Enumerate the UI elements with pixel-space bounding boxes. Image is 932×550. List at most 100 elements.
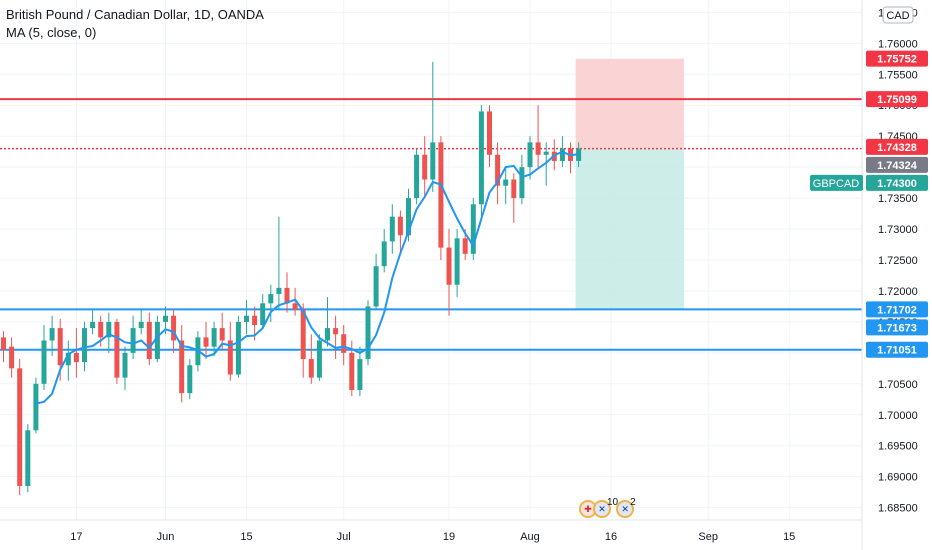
candle-body[interactable] [470, 204, 476, 254]
candle-body[interactable] [90, 321, 96, 329]
chart-legend: British Pound / Canadian Dollar, 1D, OAN… [6, 6, 264, 42]
economic-events[interactable]: ✚ ✕ 10 ✕ 2 [579, 497, 638, 520]
candle-body[interactable] [430, 142, 436, 180]
candle-body[interactable] [235, 321, 241, 375]
candle-body[interactable] [219, 328, 225, 341]
time-axis[interactable] [0, 520, 862, 550]
candle-body[interactable] [138, 321, 144, 329]
candle-body[interactable] [414, 154, 420, 199]
uk-flag-icon[interactable]: ✕ [593, 500, 611, 518]
candle-body[interactable] [446, 247, 452, 285]
candle-body[interactable] [438, 142, 444, 248]
symbol-label-box[interactable] [810, 174, 863, 191]
candle-body[interactable] [1, 337, 6, 350]
price-label-box[interactable] [866, 91, 928, 108]
price-label-box[interactable] [866, 138, 928, 155]
candle-body[interactable] [316, 340, 322, 378]
candle-body[interactable] [268, 294, 274, 304]
candle-body[interactable] [308, 359, 314, 378]
candle-body[interactable] [381, 241, 387, 267]
price-label-box[interactable] [866, 301, 928, 318]
candle-body[interactable] [65, 352, 71, 366]
candle-body[interactable] [397, 216, 403, 236]
candle-body[interactable] [511, 179, 517, 199]
candle-body[interactable] [260, 303, 266, 325]
price-label-box[interactable] [866, 156, 928, 173]
candle-body[interactable] [325, 328, 330, 341]
candle-body[interactable] [543, 151, 549, 155]
take-profit-zone[interactable] [575, 148, 684, 310]
candle-body[interactable] [300, 309, 306, 360]
uk-flag-icon[interactable]: ✕ [616, 500, 635, 518]
candle-body[interactable] [41, 340, 47, 384]
candle-body[interactable] [389, 216, 395, 242]
candle-body[interactable] [187, 365, 193, 394]
candle-body[interactable] [276, 287, 282, 295]
candle-body[interactable] [25, 430, 31, 486]
candle-body[interactable] [244, 315, 249, 322]
candle-body[interactable] [333, 328, 339, 335]
currency-badge[interactable] [882, 6, 914, 24]
candle-body[interactable] [227, 340, 233, 375]
candle-body[interactable] [179, 340, 185, 394]
price-label-box[interactable] [866, 174, 928, 191]
candle-body[interactable] [535, 142, 541, 155]
candle-body[interactable] [284, 287, 290, 304]
candle-body[interactable] [163, 315, 168, 322]
price-axis[interactable] [862, 0, 932, 550]
candle-body[interactable] [130, 328, 136, 353]
candle-body[interactable] [454, 238, 460, 285]
stop-loss-zone[interactable] [575, 58, 684, 149]
price-label-box[interactable] [866, 341, 928, 358]
candle-body[interactable] [106, 321, 112, 338]
candle-body[interactable] [487, 111, 492, 155]
candle-body[interactable] [33, 383, 39, 431]
candle-body[interactable] [49, 328, 55, 341]
candle-body[interactable] [98, 321, 104, 338]
candle-body[interactable] [17, 368, 23, 486]
x-tick-label: 15 [783, 531, 795, 543]
candle-body[interactable] [114, 321, 120, 378]
candle-body[interactable] [154, 321, 160, 360]
y-tick-label: 1.72000 [878, 286, 918, 298]
y-tick-label: 1.75500 [878, 69, 918, 81]
price-label-box[interactable] [866, 50, 928, 67]
price-label: 1.75752 [877, 54, 917, 66]
candle-body[interactable] [357, 359, 363, 390]
candle-body[interactable] [146, 321, 152, 360]
candle-body[interactable] [73, 352, 79, 363]
candle-body[interactable] [519, 167, 525, 199]
y-tick-label: 1.69500 [878, 441, 918, 453]
candle-body[interactable] [341, 334, 347, 353]
y-tick-label: 1.73500 [878, 193, 918, 205]
candle-body[interactable] [406, 198, 411, 236]
candle-body[interactable] [527, 142, 533, 168]
candle-body[interactable] [292, 303, 298, 310]
candle-body[interactable] [365, 306, 371, 360]
candle-body[interactable] [122, 352, 128, 378]
candle-body[interactable] [171, 315, 177, 341]
y-tick-label: 1.73000 [878, 224, 918, 236]
candle-body[interactable] [495, 154, 501, 186]
x-tick-label: 16 [605, 531, 617, 543]
price-label-box[interactable] [866, 319, 928, 336]
chart-title: British Pound / Canadian Dollar, 1D, OAN… [6, 7, 264, 22]
candle-body[interactable] [82, 328, 87, 363]
candle-body[interactable] [503, 179, 509, 186]
price-label: 1.75099 [877, 94, 917, 106]
price-label: 1.74328 [877, 142, 917, 154]
x-tick-label: 17 [70, 531, 82, 543]
candle-body[interactable] [252, 315, 258, 325]
candle-body[interactable] [373, 266, 379, 307]
candle-body[interactable] [478, 111, 484, 205]
candle-body[interactable] [9, 346, 15, 369]
candle-body[interactable] [57, 328, 63, 366]
candle-body[interactable] [211, 328, 217, 347]
candle-body[interactable] [203, 337, 209, 347]
candle-body[interactable] [559, 148, 565, 161]
candle-body[interactable] [349, 352, 355, 390]
x-tick-label: Jul [337, 531, 351, 543]
candle-body[interactable] [462, 238, 468, 254]
candle-body[interactable] [422, 154, 428, 180]
